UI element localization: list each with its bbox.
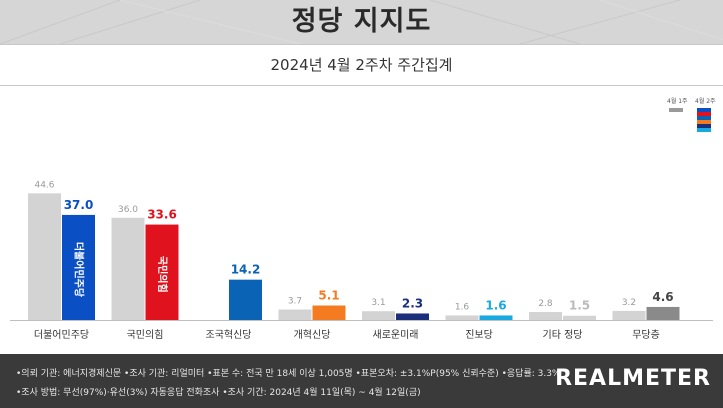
category-label-2: 조국혁신당 (206, 329, 252, 341)
page-subtitle: 2024년 4월 2주차 주간집계 (270, 56, 453, 74)
realmeter-logo: REALMETER (555, 366, 711, 391)
page-title: 정당 지지도 (291, 6, 432, 37)
bar-current-0 (62, 214, 95, 320)
legend-swatch-prev (669, 108, 683, 112)
legend-swatch-current-4 (697, 124, 711, 128)
value-label-current-0: 37.0 (64, 198, 94, 212)
legend-swatch-current-5 (697, 128, 711, 132)
category-label-6: 기타 정당 (543, 329, 583, 341)
value-label-prev-5: 1.6 (455, 302, 470, 312)
category-label-1: 국민의힘 (127, 329, 164, 341)
bar-prev-5 (445, 315, 479, 320)
bar-logo-1: 국민의힘 (156, 256, 169, 293)
category-label-5: 진보당 (465, 329, 493, 341)
value-label-prev-4: 3.1 (371, 298, 385, 308)
category-label-7: 무당층 (632, 329, 660, 341)
bar-current-6 (563, 315, 596, 320)
legend-swatch-current-2 (697, 116, 711, 120)
bar-current-1 (145, 224, 179, 320)
bar-current-5 (479, 315, 513, 320)
bar-prev-0 (28, 193, 61, 320)
legend-swatch-current-0 (697, 108, 711, 112)
category-label-0: 더불어민주당 (34, 329, 89, 341)
value-label-prev-3: 3.7 (288, 296, 302, 306)
value-label-current-5: 1.6 (485, 298, 506, 312)
value-label-prev-6: 2.8 (538, 299, 553, 309)
legend-label-current: 4월 2주 (695, 98, 716, 105)
legend-label-prev: 4월 1주 (667, 98, 688, 105)
bar-prev-1 (111, 217, 145, 320)
title-band-decoration (0, 0, 723, 44)
bar-prev-7 (612, 310, 646, 320)
value-label-prev-7: 3.2 (622, 298, 636, 308)
value-label-current-3: 5.1 (318, 289, 339, 303)
bar-current-3 (312, 305, 346, 320)
value-label-current-6: 1.5 (569, 299, 590, 313)
legend-swatch-current-3 (697, 120, 711, 124)
value-label-current-2: 14.2 (231, 263, 261, 277)
bar-prev-3 (278, 309, 312, 320)
value-label-current-4: 2.3 (402, 296, 423, 310)
bar-logo-0: 더불어민주당 (73, 242, 86, 298)
value-label-prev-0: 44.6 (34, 180, 54, 190)
value-label-current-1: 33.6 (147, 208, 177, 222)
bar-current-4 (396, 313, 429, 320)
bar-current-7 (646, 306, 680, 320)
subtitle-band: 2024년 4월 2주차 주간집계 (0, 44, 723, 86)
category-label-3: 개혁신당 (294, 329, 331, 341)
title-band: 정당 지지도 (0, 0, 723, 44)
category-label-4: 새로운미래 (373, 329, 419, 341)
bar-current-2 (229, 279, 262, 320)
footer: •의뢰 기관: 에너지경제신문 •조사 기관: 리얼미터 •표본 수: 전국 만… (0, 354, 723, 408)
chart-legend: 4월 1주 4월 2주 (667, 96, 717, 140)
legend-swatch-current (697, 108, 711, 132)
survey-note-line-1: •의뢰 기관: 에너지경제신문 •조사 기관: 리얼미터 •표본 수: 전국 만… (16, 369, 561, 379)
survey-note-line-2: •조사 방법: 무선(97%)·유선(3%) 자동응답 전화조사 •조사 기간:… (16, 388, 421, 398)
bar-prev-4 (362, 311, 395, 320)
value-label-prev-1: 36.0 (118, 205, 138, 215)
bar-prev-6 (529, 312, 562, 320)
value-label-current-7: 4.6 (652, 290, 673, 304)
legend-swatch-current-1 (697, 112, 711, 116)
